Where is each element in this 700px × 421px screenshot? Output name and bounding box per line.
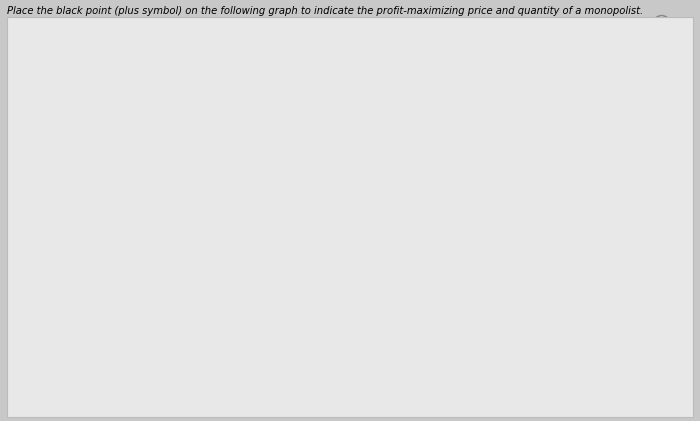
- Circle shape: [646, 16, 677, 69]
- Text: ?: ?: [658, 36, 665, 49]
- Text: Place the black point (plus symbol) on the following graph to indicate the profi: Place the black point (plus symbol) on t…: [7, 6, 643, 16]
- X-axis label: QUANTITY (Gyros): QUANTITY (Gyros): [212, 389, 313, 400]
- Text: Deadweight Loss: Deadweight Loss: [564, 145, 659, 155]
- Text: MR: MR: [216, 354, 234, 364]
- Text: D: D: [370, 354, 379, 364]
- Text: MC: MC: [269, 246, 286, 256]
- Title: Monopoly: Monopoly: [229, 38, 296, 52]
- FancyBboxPatch shape: [508, 125, 556, 175]
- Y-axis label: PRICE (Dollars per gyro): PRICE (Dollars per gyro): [23, 148, 33, 282]
- Text: Monopoly Outcome: Monopoly Outcome: [564, 95, 672, 105]
